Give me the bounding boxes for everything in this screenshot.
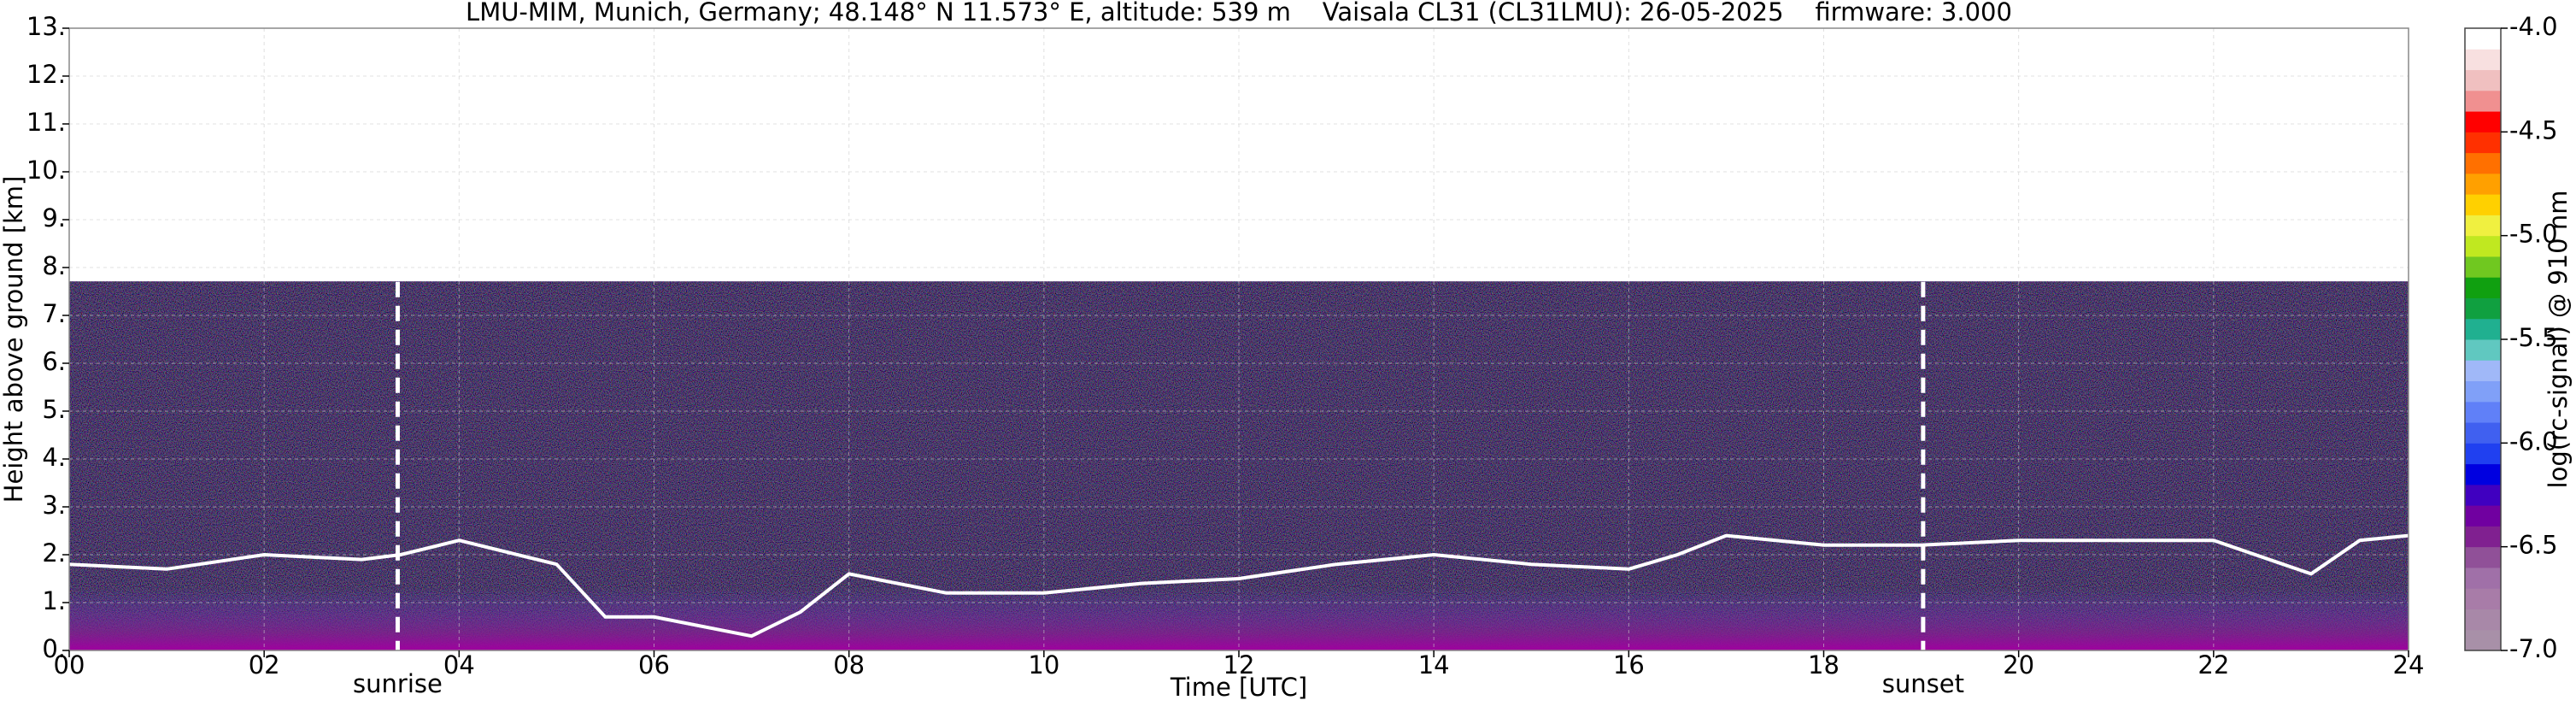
colorbar-segment — [2465, 463, 2501, 485]
x-tick-label: 06 — [638, 650, 670, 680]
y-tick-label: 6. — [42, 347, 66, 376]
y-tick-label: 13. — [26, 12, 66, 41]
colorbar-segment — [2465, 132, 2501, 154]
colorbar-segment — [2465, 526, 2501, 548]
y-tick-label: 10. — [26, 156, 66, 185]
x-tick-label: 18 — [1808, 650, 1840, 680]
colorbar-segment — [2465, 443, 2501, 465]
colorbar-segment — [2465, 49, 2501, 71]
colorbar-segment — [2465, 111, 2501, 132]
colorbar-segment — [2465, 629, 2501, 651]
colorbar-segment — [2465, 609, 2501, 631]
colorbar-segment — [2465, 318, 2501, 340]
colorbar-segment — [2465, 422, 2501, 444]
colorbar-segment — [2465, 152, 2501, 174]
colorbar-segment — [2465, 215, 2501, 237]
colorbar-segment — [2465, 256, 2501, 278]
x-axis-label: Time [UTC] — [1170, 673, 1307, 702]
colorbar-segment — [2465, 28, 2501, 50]
colorbar-segment — [2465, 401, 2501, 423]
colorbar-tick-label: -6.0 — [2509, 427, 2558, 456]
y-tick-label: 9. — [42, 203, 66, 232]
annotation-label: sunset — [1882, 669, 1964, 698]
chart-title: LMU-MIM, Munich, Germany; 48.148° N 11.5… — [466, 0, 2012, 26]
x-tick-label: 08 — [833, 650, 865, 680]
x-tick-label: 20 — [2003, 650, 2034, 680]
colorbar-tick-label: -4.0 — [2509, 12, 2558, 41]
x-tick-label: 14 — [1418, 650, 1450, 680]
y-tick-label: 7. — [42, 299, 66, 328]
y-tick-label: 5. — [42, 395, 66, 424]
x-tick-label: 04 — [443, 650, 475, 680]
colorbar-segment — [2465, 297, 2501, 320]
colorbar-tick-label: -5.0 — [2509, 220, 2558, 249]
colorbar-segment — [2465, 69, 2501, 91]
colorbar-segment — [2465, 588, 2501, 609]
x-tick-label: 22 — [2198, 650, 2229, 680]
y-tick-label: 3. — [42, 491, 66, 520]
colorbar-tick-label: -4.5 — [2509, 115, 2558, 144]
colorbar-tick-label: -7.0 — [2509, 634, 2558, 663]
colorbar-label: log(rc-signal) @ 910 nm — [2544, 191, 2573, 489]
colorbar-segment — [2465, 567, 2501, 589]
colorbar-segment — [2465, 484, 2501, 506]
x-tick-label: 02 — [249, 650, 280, 680]
colorbar-segment — [2465, 380, 2501, 403]
y-tick-label: 2. — [42, 538, 66, 568]
y-axis-label: Height above ground [km] — [0, 176, 28, 503]
y-tick-label: 11. — [26, 108, 66, 137]
x-tick-label: 24 — [2393, 650, 2425, 680]
colorbar-segment — [2465, 339, 2501, 361]
y-tick-label: 12. — [26, 60, 66, 89]
x-tick-label: 16 — [1613, 650, 1645, 680]
colorbar-segment — [2465, 235, 2501, 257]
x-tick-label: 00 — [54, 650, 85, 680]
colorbar-segment — [2465, 173, 2501, 195]
colorbar-segment — [2465, 90, 2501, 112]
colorbar-segment — [2465, 546, 2501, 568]
x-tick-label: 10 — [1028, 650, 1059, 680]
y-tick-label: 0. — [42, 634, 66, 663]
colorbar-segment — [2465, 505, 2501, 527]
colorbar-tick-label: -5.5 — [2509, 323, 2558, 352]
y-tick-label: 4. — [42, 443, 66, 472]
y-tick-label: 8. — [42, 251, 66, 280]
x-tick-label: 12 — [1223, 650, 1255, 680]
colorbar-segment — [2465, 360, 2501, 382]
colorbar-tick-label: -6.5 — [2509, 531, 2558, 560]
colorbar-segment — [2465, 194, 2501, 215]
cloud-layer — [68, 533, 2409, 638]
annotation-label: sunrise — [353, 669, 443, 698]
y-tick-label: 1. — [42, 586, 66, 615]
colorbar-segment — [2465, 277, 2501, 298]
